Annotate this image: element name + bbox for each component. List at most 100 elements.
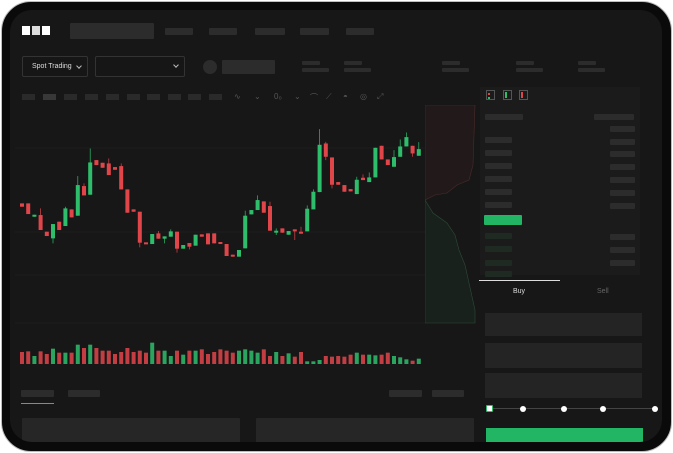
amount-input[interactable] (485, 343, 642, 368)
buy-button[interactable] (486, 428, 643, 442)
candle (63, 208, 68, 227)
nav-item[interactable] (300, 28, 329, 35)
ask-price (485, 137, 512, 143)
tab-sell[interactable]: Sell (597, 288, 609, 295)
filter-button[interactable] (432, 390, 464, 397)
orderbook-sell-icon[interactable] (519, 90, 528, 100)
settings-icon[interactable]: ◎ (360, 92, 367, 101)
stat-value (442, 68, 469, 72)
timeframe-button[interactable] (168, 94, 181, 100)
volume-bar (410, 360, 415, 364)
total-input[interactable] (485, 373, 642, 398)
volume-bar (218, 349, 223, 364)
candle (187, 243, 192, 247)
volume-bar (274, 352, 279, 364)
stat-label (578, 61, 596, 65)
volume-bar (237, 350, 241, 364)
timeframe-button[interactable] (64, 94, 77, 100)
slider-step[interactable] (561, 406, 567, 412)
slider-step[interactable] (520, 406, 526, 412)
amount-slider[interactable] (490, 408, 655, 409)
volume-bar (106, 350, 111, 364)
volume-bar (63, 352, 68, 364)
volume-bar (175, 350, 179, 364)
candle (75, 185, 80, 216)
volume-bar (373, 355, 378, 364)
fullscreen-icon[interactable]: ⤢ (377, 92, 384, 101)
candle (199, 234, 204, 237)
bid-price (485, 246, 512, 252)
timeframe-button[interactable] (22, 94, 35, 100)
tab-history[interactable] (68, 390, 100, 397)
candlestick-chart[interactable] (15, 120, 425, 370)
active-tab-indicator (479, 280, 560, 281)
camera-icon[interactable]: ◓ (343, 92, 348, 101)
orderbook-buy-icon[interactable] (503, 90, 512, 100)
last-price (484, 215, 522, 225)
candle (150, 234, 155, 245)
nav-item[interactable] (209, 28, 237, 35)
candle (299, 231, 303, 234)
ruler-icon[interactable]: ⟋ (326, 92, 332, 101)
ask-price (485, 163, 512, 169)
bottom-panel (256, 418, 474, 442)
search-placeholder[interactable] (70, 23, 154, 39)
slider-step[interactable] (652, 406, 658, 412)
volume-bar (75, 344, 80, 364)
timeframe-button[interactable] (106, 94, 119, 100)
nav-item[interactable] (346, 28, 374, 35)
timeframe-button[interactable] (209, 94, 222, 100)
chevron-down-icon[interactable]: ⌄ (254, 92, 261, 101)
interval-icon[interactable]: 0₀ (274, 92, 282, 101)
timeframe-button[interactable] (85, 94, 98, 100)
volume-bar (150, 342, 155, 364)
volume-bar (38, 351, 43, 364)
candle (268, 206, 272, 231)
candle (255, 200, 260, 211)
bid-amount (610, 247, 635, 253)
slider-step[interactable] (600, 406, 606, 412)
orderbook-both-icon[interactable] (486, 90, 495, 100)
volume-bar (193, 350, 198, 364)
timeframe-button[interactable] (188, 94, 201, 100)
candle (286, 231, 291, 235)
candle (385, 159, 390, 166)
ask-amount (610, 126, 635, 132)
timeframe-button[interactable] (127, 94, 140, 100)
filter-button[interactable] (389, 390, 422, 397)
tab-open-orders[interactable] (21, 390, 54, 397)
chevron-down-icon[interactable]: ⌄ (294, 92, 301, 101)
volume-bar (156, 350, 161, 364)
candle (330, 157, 334, 185)
candle (144, 242, 148, 245)
timeframe-button[interactable] (147, 94, 160, 100)
pair-selector[interactable] (95, 56, 185, 77)
candle (416, 149, 421, 156)
nav-item[interactable] (255, 28, 285, 35)
candle (69, 209, 74, 218)
line-icon[interactable]: ⌒ (310, 93, 318, 102)
ask-amount (610, 177, 635, 183)
indicator-icon[interactable]: ∿ (234, 92, 241, 101)
candle (119, 166, 124, 190)
volume-bar (286, 353, 291, 364)
candle (379, 145, 384, 160)
volume-bar (181, 354, 186, 364)
candle (323, 143, 328, 157)
price-input[interactable] (485, 313, 642, 336)
slider-handle[interactable] (486, 405, 493, 412)
volume-bar (199, 349, 204, 364)
candle (113, 167, 117, 170)
volume-bar (100, 350, 105, 364)
timeframe-button[interactable] (43, 94, 56, 100)
volume-bar (206, 354, 210, 364)
nav-item[interactable] (165, 28, 193, 35)
market-selector[interactable]: Spot Trading (22, 56, 88, 77)
stat-label (516, 61, 534, 65)
volume-bar (342, 356, 347, 364)
tab-buy[interactable]: Buy (513, 288, 526, 295)
volume-bar (330, 356, 334, 364)
volume-bar (311, 361, 316, 364)
bid-price (485, 233, 512, 239)
candle (404, 137, 409, 147)
